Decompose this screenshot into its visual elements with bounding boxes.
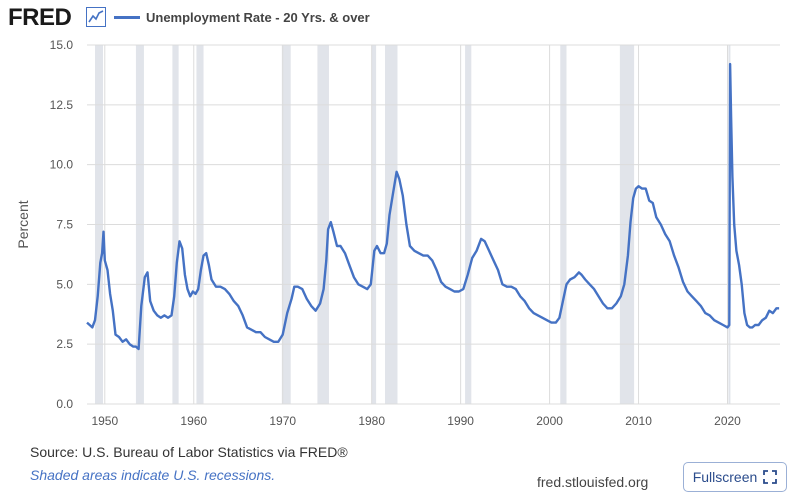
y-tick-label: 7.5 [56, 218, 73, 232]
y-tick-label: 12.5 [50, 98, 74, 112]
legend-label: Unemployment Rate - 20 Yrs. & over [146, 9, 370, 25]
x-tick-label: 1990 [447, 414, 474, 428]
legend-swatch [114, 15, 140, 19]
y-axis-label: Percent [15, 200, 31, 248]
y-tick-label: 2.5 [56, 337, 73, 351]
source-text: Source: U.S. Bureau of Labor Statistics … [30, 444, 348, 460]
y-tick-label: 15.0 [50, 38, 74, 52]
y-tick-label: 10.0 [50, 158, 74, 172]
x-tick-label: 2020 [714, 414, 741, 428]
recession-note: Shaded areas indicate U.S. recessions. [30, 467, 276, 483]
source-value: U.S. Bureau of Labor Statistics via FRED… [82, 444, 348, 460]
x-tick-label: 1950 [91, 414, 118, 428]
expand-icon [763, 470, 778, 484]
fullscreen-button[interactable]: Fullscreen [683, 462, 787, 492]
line-chart-icon [86, 7, 106, 27]
x-tick-label: 1970 [269, 414, 296, 428]
x-tick-label: 1960 [180, 414, 207, 428]
fred-logo[interactable]: FRED [8, 4, 72, 31]
chart-legend: Unemployment Rate - 20 Yrs. & over [114, 6, 370, 28]
x-tick-label: 1980 [358, 414, 385, 428]
series-line [86, 62, 780, 351]
source-prefix: Source: [30, 444, 83, 460]
x-tick-label: 2010 [625, 414, 652, 428]
fullscreen-label: Fullscreen [692, 469, 758, 485]
chart-header: FRED Unemployment Rate - 20 Yrs. & over [0, 0, 800, 36]
x-tick-label: 2000 [536, 414, 563, 428]
y-tick-label: 0.0 [56, 397, 73, 411]
y-tick-label: 5.0 [56, 277, 73, 291]
site-url[interactable]: fred.stlouisfed.org [537, 474, 649, 490]
